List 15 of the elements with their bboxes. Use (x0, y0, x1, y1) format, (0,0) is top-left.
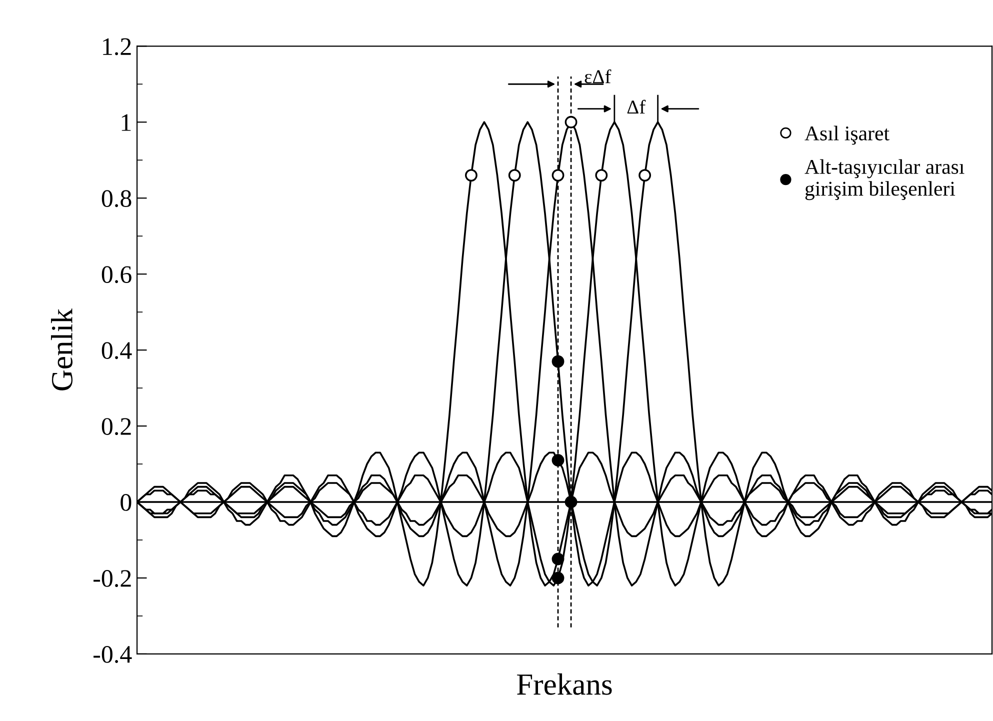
y-tick-label: 0.4 (102, 342, 132, 360)
y-tick-label: 0 (120, 494, 132, 511)
y-tick-label: 0.2 (102, 418, 131, 436)
y-tick-label: 0.6 (102, 266, 132, 284)
legend-label: Asıl işaret (804, 126, 890, 145)
y-tick-label: 1 (122, 114, 131, 131)
y-tick-label: -0.4 (94, 646, 132, 663)
y-tick-label: 1.2 (103, 38, 131, 56)
y-tick-label: 0.8 (102, 190, 132, 208)
legend-label: Alt-taşıyıcılar arası girişim bileşenleri (804, 159, 964, 200)
y-tick-label: -0.2 (94, 570, 131, 587)
annotation: εΔf (584, 69, 612, 84)
x-axis-title: Frekans (517, 673, 612, 695)
y-axis-title: Genlik (51, 308, 73, 390)
annotation: Δf (627, 100, 646, 114)
